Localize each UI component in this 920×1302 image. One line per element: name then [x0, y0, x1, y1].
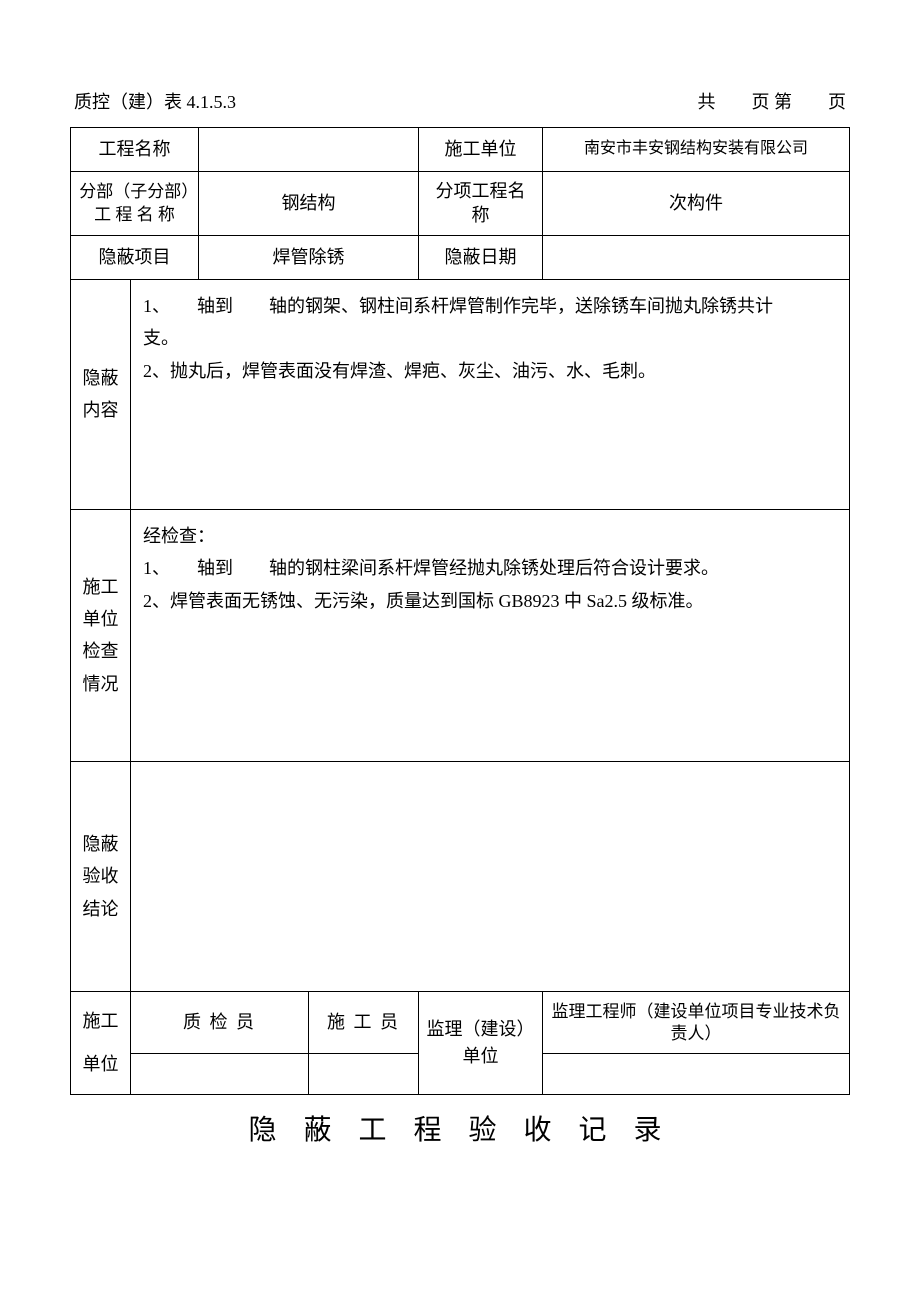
- cell-subsection-value: 钢结构: [199, 172, 419, 236]
- content-line: 1、 轴到 轴的钢架、钢柱间系杆焊管制作完毕，送除锈车间抛丸除锈共计 支。: [143, 290, 837, 355]
- content-line: 1、 轴到 轴的钢柱梁间系杆焊管经抛丸除锈处理后符合设计要求。: [143, 552, 837, 584]
- table-row: 施工 单位 质 检 员 施 工 员 监理（建设）单位 监理工程师（建设单位项目专…: [71, 991, 850, 1054]
- header-left: 质控（建）表 4.1.5.3: [74, 90, 236, 115]
- header-row: 质控（建）表 4.1.5.3 共 页 第 页: [70, 90, 850, 115]
- cell-qc-label: 质 检 员: [131, 991, 309, 1054]
- table-row: 隐蔽内容 1、 轴到 轴的钢架、钢柱间系杆焊管制作完毕，送除锈车间抛丸除锈共计 …: [71, 279, 850, 509]
- table-row: 工程名称 施工单位 南安市丰安钢结构安装有限公司: [71, 128, 850, 172]
- cell-hidden-item-label: 隐蔽项目: [71, 235, 199, 279]
- cell-sig-unit-label: 施工 单位: [71, 991, 131, 1094]
- cell-subitem-value: 次构件: [543, 172, 850, 236]
- main-table: 工程名称 施工单位 南安市丰安钢结构安装有限公司 分部（子分部）工 程 名 称 …: [70, 127, 850, 1095]
- content-line: 经检查：: [143, 520, 837, 552]
- cell-supervisor-engineer-label: 监理工程师（建设单位项目专业技术负责人）: [543, 991, 850, 1054]
- cell-hidden-content-body: 1、 轴到 轴的钢架、钢柱间系杆焊管制作完毕，送除锈车间抛丸除锈共计 支。 2、…: [131, 279, 850, 509]
- cell-hidden-date-label: 隐蔽日期: [419, 235, 543, 279]
- cell-subitem-label: 分项工程名 称: [419, 172, 543, 236]
- table-row: 分部（子分部）工 程 名 称 钢结构 分项工程名 称 次构件: [71, 172, 850, 236]
- header-right: 共 页 第 页: [698, 90, 847, 115]
- cell-builder-label: 施 工 员: [309, 991, 419, 1054]
- table-row: 施工单位检查情况 经检查： 1、 轴到 轴的钢柱梁间系杆焊管经抛丸除锈处理后符合…: [71, 509, 850, 761]
- cell-inspection-body: 经检查： 1、 轴到 轴的钢柱梁间系杆焊管经抛丸除锈处理后符合设计要求。 2、焊…: [131, 509, 850, 761]
- table-row: 隐蔽验收结论: [71, 761, 850, 991]
- page-title: 隐 蔽 工 程 验 收 记 录: [70, 1111, 850, 1150]
- cell-qc-value: [131, 1054, 309, 1095]
- cell-construction-unit-label: 施工单位: [419, 128, 543, 172]
- cell-subsection-label: 分部（子分部）工 程 名 称: [71, 172, 199, 236]
- cell-project-name-value: [199, 128, 419, 172]
- content-line: 2、抛丸后，焊管表面没有焊渣、焊疤、灰尘、油污、水、毛刺。: [143, 355, 837, 387]
- sig-unit-bottom: 单位: [77, 1043, 124, 1086]
- cell-hidden-date-value: [543, 235, 850, 279]
- cell-supervisor-engineer-value: [543, 1054, 850, 1095]
- cell-hidden-content-label: 隐蔽内容: [71, 279, 131, 509]
- cell-inspection-label: 施工单位检查情况: [71, 509, 131, 761]
- content-line: 2、焊管表面无锈蚀、无污染，质量达到国标 GB8923 中 Sa2.5 级标准。: [143, 585, 837, 617]
- cell-supervisor-unit-label: 监理（建设）单位: [419, 991, 543, 1094]
- table-row: 隐蔽项目 焊管除锈 隐蔽日期: [71, 235, 850, 279]
- cell-builder-value: [309, 1054, 419, 1095]
- cell-conclusion-label: 隐蔽验收结论: [71, 761, 131, 991]
- cell-conclusion-body: [131, 761, 850, 991]
- cell-construction-unit-value: 南安市丰安钢结构安装有限公司: [543, 128, 850, 172]
- cell-project-name-label: 工程名称: [71, 128, 199, 172]
- sig-unit-top: 施工: [77, 1000, 124, 1043]
- cell-hidden-item-value: 焊管除锈: [199, 235, 419, 279]
